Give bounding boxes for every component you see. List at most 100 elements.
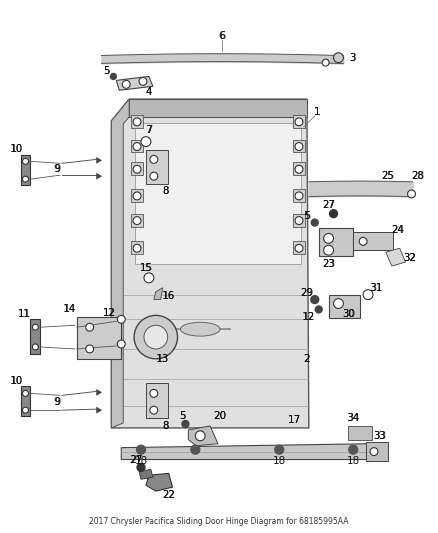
FancyBboxPatch shape: [293, 115, 305, 128]
Text: 34: 34: [347, 413, 360, 423]
Text: 3: 3: [349, 53, 356, 63]
Circle shape: [110, 74, 117, 79]
Text: 12: 12: [103, 309, 116, 318]
Circle shape: [22, 176, 28, 182]
Circle shape: [22, 158, 28, 164]
FancyBboxPatch shape: [293, 163, 305, 175]
Circle shape: [295, 216, 303, 224]
Text: 5: 5: [179, 411, 186, 421]
Polygon shape: [139, 470, 153, 479]
Polygon shape: [117, 76, 153, 90]
Circle shape: [22, 390, 28, 397]
Circle shape: [117, 316, 125, 324]
Circle shape: [315, 306, 322, 313]
Text: 18: 18: [272, 456, 286, 466]
Circle shape: [324, 233, 333, 243]
FancyBboxPatch shape: [293, 189, 305, 202]
Text: 4: 4: [145, 87, 152, 97]
FancyBboxPatch shape: [293, 214, 305, 227]
Circle shape: [311, 296, 319, 303]
Circle shape: [133, 192, 141, 200]
Circle shape: [275, 445, 284, 454]
Circle shape: [137, 445, 145, 454]
Text: 4: 4: [146, 87, 152, 97]
Circle shape: [324, 245, 333, 255]
Circle shape: [139, 77, 147, 85]
Text: 8: 8: [162, 421, 169, 431]
FancyBboxPatch shape: [131, 140, 143, 152]
Text: 2017 Chrysler Pacifica Sliding Door Hinge Diagram for 68185995AA: 2017 Chrysler Pacifica Sliding Door Hing…: [89, 517, 349, 526]
Text: 33: 33: [374, 431, 386, 441]
Circle shape: [137, 464, 145, 471]
Polygon shape: [96, 173, 102, 179]
Text: 10: 10: [10, 143, 23, 154]
Text: 31: 31: [370, 282, 382, 293]
Text: 7: 7: [145, 125, 152, 135]
Circle shape: [22, 407, 28, 413]
Text: 24: 24: [391, 225, 404, 236]
Circle shape: [295, 192, 303, 200]
Text: 27: 27: [322, 200, 335, 210]
Ellipse shape: [180, 322, 220, 336]
Circle shape: [322, 59, 329, 66]
Polygon shape: [135, 123, 301, 264]
Text: 1: 1: [314, 107, 320, 117]
Text: 16: 16: [162, 290, 175, 301]
Polygon shape: [386, 248, 406, 266]
FancyBboxPatch shape: [131, 115, 143, 128]
Circle shape: [133, 216, 141, 224]
Text: 10: 10: [11, 376, 23, 385]
Polygon shape: [96, 390, 102, 395]
Circle shape: [32, 344, 38, 350]
Circle shape: [133, 143, 141, 150]
Circle shape: [329, 209, 337, 217]
FancyBboxPatch shape: [319, 229, 353, 256]
Polygon shape: [154, 288, 163, 300]
Text: 27: 27: [322, 200, 335, 210]
Text: 29: 29: [300, 288, 313, 297]
Circle shape: [150, 406, 158, 414]
Circle shape: [295, 165, 303, 173]
Circle shape: [86, 324, 94, 331]
Text: 14: 14: [64, 304, 76, 314]
Text: 9: 9: [54, 397, 60, 407]
Text: 32: 32: [403, 253, 416, 263]
Circle shape: [144, 273, 154, 283]
Circle shape: [182, 421, 189, 427]
Polygon shape: [121, 444, 380, 459]
FancyBboxPatch shape: [77, 317, 121, 359]
Text: 18: 18: [346, 456, 360, 466]
Text: 23: 23: [322, 259, 335, 269]
FancyBboxPatch shape: [328, 295, 360, 318]
Text: 25: 25: [381, 171, 395, 181]
Text: 16: 16: [162, 290, 175, 301]
Text: 20: 20: [213, 411, 226, 421]
Circle shape: [150, 390, 158, 397]
Circle shape: [191, 445, 200, 454]
Text: 10: 10: [11, 143, 23, 154]
FancyBboxPatch shape: [131, 214, 143, 227]
Text: 32: 32: [403, 253, 416, 263]
Circle shape: [32, 324, 38, 330]
Text: 14: 14: [63, 304, 77, 314]
Circle shape: [295, 143, 303, 150]
FancyBboxPatch shape: [21, 156, 30, 185]
Text: 2: 2: [304, 354, 310, 364]
Text: 30: 30: [342, 309, 355, 319]
Polygon shape: [111, 99, 129, 428]
Circle shape: [117, 340, 125, 348]
Text: 18: 18: [134, 456, 148, 466]
Text: 8: 8: [162, 186, 169, 196]
Text: 1: 1: [314, 107, 320, 117]
Text: 13: 13: [157, 354, 169, 364]
Text: 10: 10: [10, 376, 23, 385]
Circle shape: [359, 237, 367, 245]
Text: 24: 24: [392, 225, 404, 236]
Circle shape: [133, 165, 141, 173]
Text: 3: 3: [349, 53, 355, 63]
Polygon shape: [111, 99, 309, 428]
FancyBboxPatch shape: [353, 232, 393, 250]
FancyBboxPatch shape: [131, 189, 143, 202]
Circle shape: [144, 325, 168, 349]
FancyBboxPatch shape: [30, 319, 40, 354]
